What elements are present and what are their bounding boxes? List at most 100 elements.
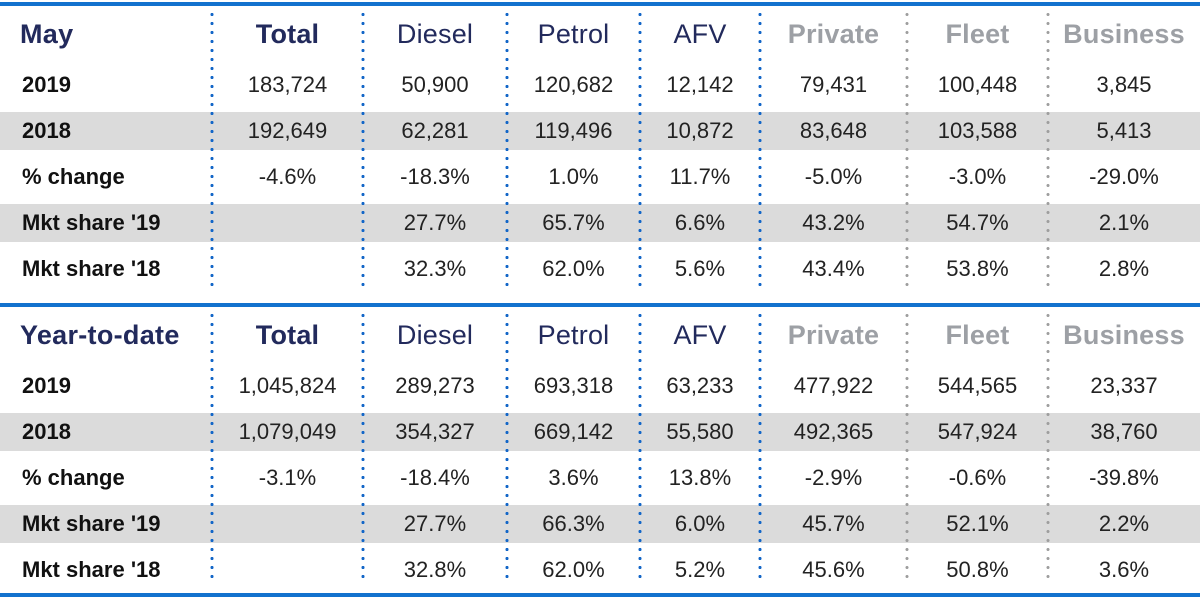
table-cell: 32.8% [403,557,467,582]
table-cell: 43.2% [802,210,865,235]
row-label: % change [22,164,125,189]
table-cell: 103,588 [937,118,1018,143]
table-cell: 79,431 [799,72,868,97]
table-cell: 55,580 [666,419,734,444]
table-cell: 43.4% [802,256,865,281]
bottom-rule [0,593,1200,597]
table-title: Year-to-date [20,319,180,350]
row-label: 2018 [22,118,71,143]
table-year-to-date: Year-to-date Total Diesel Petrol AFV Private… [0,307,1200,593]
table-cell: 547,924 [937,419,1018,444]
table-header-row: Year-to-date Total Diesel Petrol AFV Private… [0,307,1200,363]
column-header-private: Private [787,319,880,350]
table-cell: -29.0% [1089,164,1159,189]
table-cell: 53.8% [946,256,1009,281]
row-label: 2019 [22,373,71,398]
table-body: 2019 1,045,824 289,273 693,318 63,233 477,922… [0,363,1200,593]
table-cell: 289,273 [395,373,475,398]
table-cell: 45.7% [802,511,865,536]
column-header-business: Business [1063,319,1185,350]
table-row-2018: 2018 1,079,049 354,327 669,142 55,580 492,365… [0,409,1200,455]
column-header-diesel: Diesel [396,18,474,49]
table-cell: 120,682 [533,72,614,97]
table-cell: 3.6% [548,465,599,490]
table-cell: 62.0% [542,256,605,281]
table-may: May Total Diesel Petrol AFV Private Fleet Busi… [0,6,1200,303]
table-cell: 50.8% [946,557,1009,582]
column-header-petrol: Petrol [537,18,610,49]
table-cell: 10,872 [666,118,734,143]
table-cell: 62.0% [542,557,605,582]
table-cell: -4.6% [258,164,317,189]
table-cell: 477,922 [793,373,874,398]
middle-rule [0,303,1200,307]
table-cell: 5.6% [674,256,726,281]
table-body: 2019 183,724 50,900 120,682 12,142 79,431 100,… [0,62,1200,292]
column-header-diesel: Diesel [396,319,474,350]
table-cell: -5.0% [804,164,863,189]
table-cell: 1,045,824 [238,373,337,398]
table-cell: 65.7% [542,210,605,235]
table-row-mkt-share-19: Mkt share '19 27.7% 65.7% 6.6% 43.2% 54.7% 2.1… [0,200,1200,246]
row-label: Mkt share '19 [22,210,161,235]
column-header-fleet: Fleet [945,18,1010,49]
row-label: 2018 [22,419,71,444]
table-cell: 27.7% [403,511,467,536]
column-header-afv: AFV [673,18,727,49]
table-row-change: % change -3.1% -18.4% 3.6% 13.8% -2.9% -0.6% -3… [0,455,1200,501]
table-cell: 23,337 [1090,373,1158,398]
table-cell: 1,079,049 [238,419,337,444]
row-label: Mkt share '18 [22,256,161,281]
column-header-afv: AFV [673,319,727,350]
table-cell: -3.1% [258,465,317,490]
column-header-petrol: Petrol [537,319,610,350]
row-label: 2019 [22,72,71,97]
table-cell: 2.8% [1098,256,1150,281]
table-cell: 183,724 [247,72,328,97]
table-cell: 119,496 [534,118,613,143]
table-cell: 54.7% [946,210,1009,235]
table-cell: 492,365 [793,419,874,444]
table-cell: 669,142 [533,419,614,444]
table-cell: 13.8% [668,465,732,490]
table-row-2018: 2018 192,649 62,281 119,496 10,872 83,648 103,… [0,108,1200,154]
table-cell: 50,900 [401,72,469,97]
column-header-total: Total [255,18,320,49]
table-cell: 2.2% [1098,511,1150,536]
table-header-row: May Total Diesel Petrol AFV Private Fleet Busi… [0,6,1200,62]
table-cell: 1.0% [548,164,599,189]
column-header-fleet: Fleet [945,319,1010,350]
table-cell: 5.2% [674,557,726,582]
table-cell: -18.3% [400,164,470,189]
table-cell: 354,327 [395,419,475,444]
table-cell: 100,448 [937,72,1018,97]
table-row-change: % change -4.6% -18.3% 1.0% 11.7% -5.0% -3.0% -2… [0,154,1200,200]
row-label: % change [22,465,125,490]
table-cell: 66.3% [542,511,605,536]
table-cell: 6.6% [674,210,726,235]
table-cell: 52.1% [946,511,1009,536]
table-cell: -18.4% [400,465,470,490]
table-cell: -2.9% [804,465,863,490]
row-label: Mkt share '18 [22,557,161,582]
table-cell: 5,413 [1096,118,1152,143]
table-cell: 3,845 [1096,72,1152,97]
column-header-business: Business [1063,18,1185,49]
table-title: May [20,18,74,49]
table-cell: -3.0% [948,164,1007,189]
table-cell: 45.6% [802,557,865,582]
table-cell: 38,760 [1090,419,1158,444]
table-cell: 11.7% [669,164,731,189]
table-cell: 3.6% [1098,557,1150,582]
table-cell: -0.6% [948,465,1007,490]
table-cell: 83,648 [799,118,868,143]
table-cell: 63,233 [666,373,734,398]
table-row-2019: 2019 183,724 50,900 120,682 12,142 79,431 100,… [0,62,1200,108]
table-row-mkt-share-18: Mkt share '18 32.8% 62.0% 5.2% 45.6% 50.8% 3.6… [0,547,1200,593]
table-cell: 62,281 [401,118,469,143]
table-cell: 12,142 [666,72,734,97]
table-cell: -39.8% [1089,465,1159,490]
top-rule [0,2,1200,6]
table-cell: 32.3% [403,256,467,281]
